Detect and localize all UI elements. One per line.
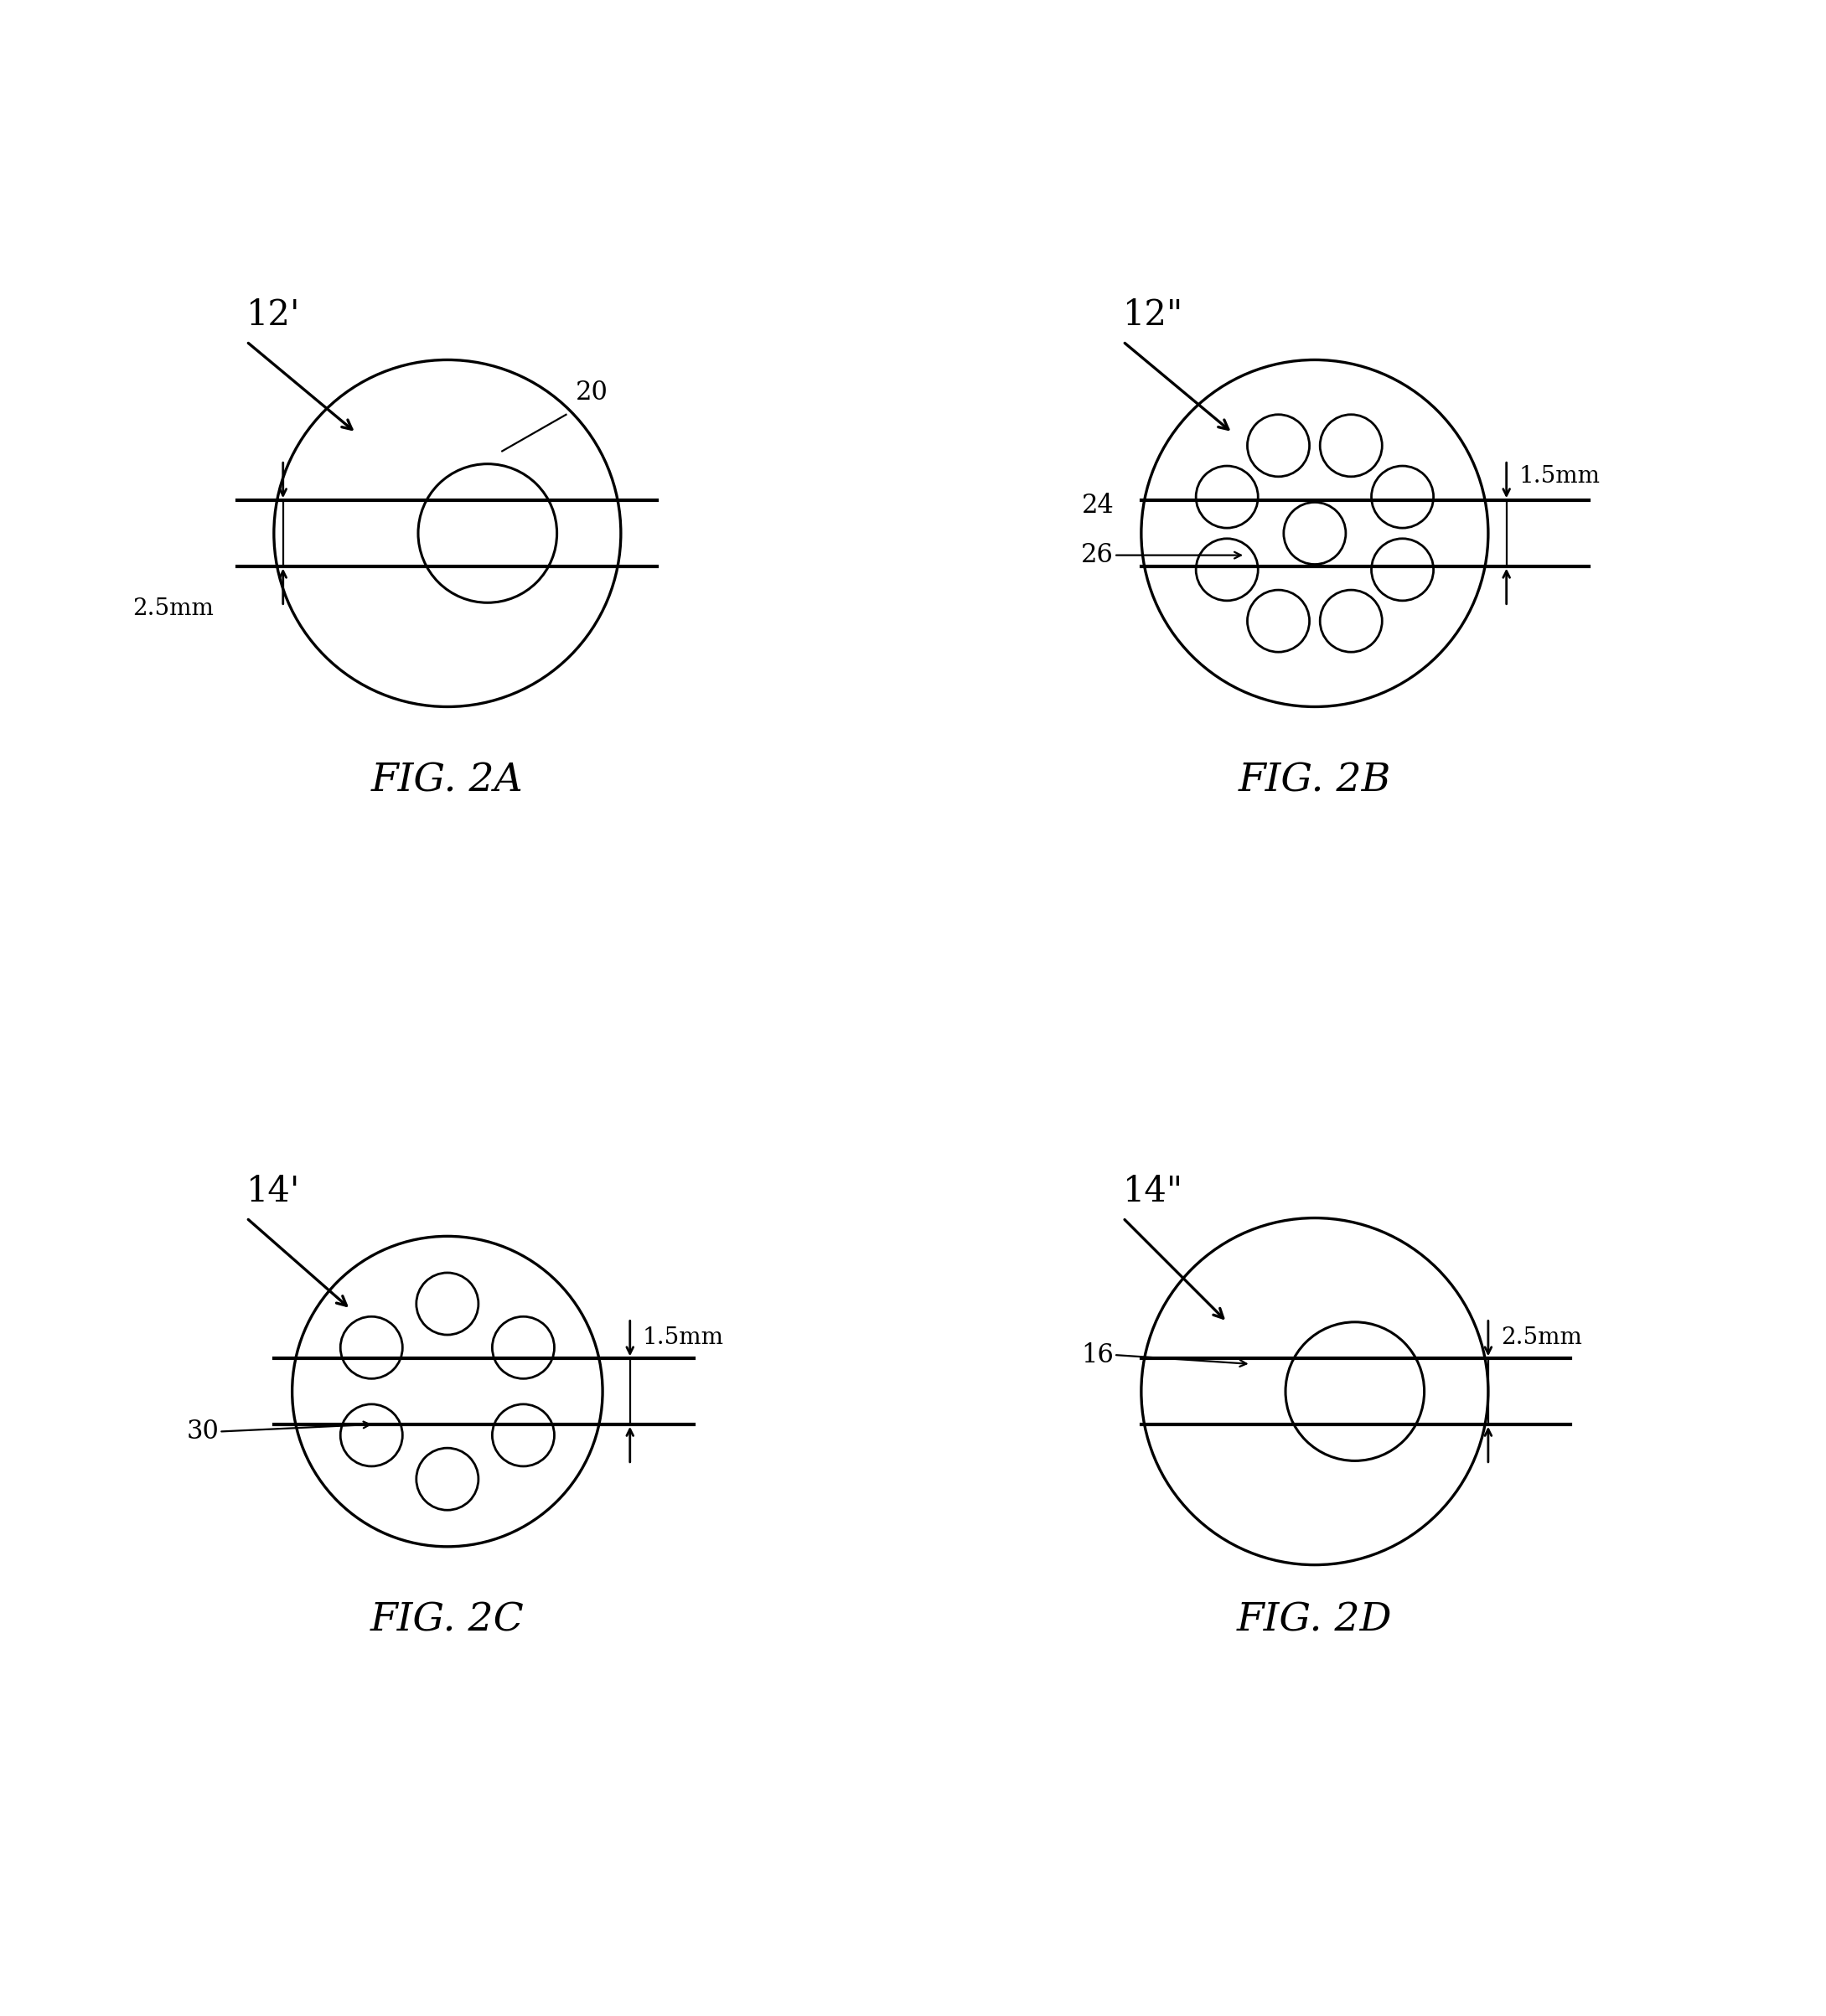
Text: 2.5mm: 2.5mm <box>1501 1327 1581 1349</box>
Text: FIG. 2A: FIG. 2A <box>371 762 524 800</box>
Text: 24: 24 <box>1081 494 1114 518</box>
Text: 30: 30 <box>186 1419 219 1445</box>
Text: 26: 26 <box>1081 542 1114 569</box>
Text: 12': 12' <box>247 296 301 333</box>
Text: FIG. 2D: FIG. 2D <box>1236 1601 1393 1639</box>
Text: 16: 16 <box>1081 1343 1114 1369</box>
Text: 14": 14" <box>1123 1173 1183 1210</box>
Text: FIG. 2C: FIG. 2C <box>371 1601 524 1639</box>
Text: 12": 12" <box>1123 296 1183 333</box>
Text: FIG. 2B: FIG. 2B <box>1238 762 1391 800</box>
Text: 1.5mm: 1.5mm <box>643 1327 725 1349</box>
Text: 2.5mm: 2.5mm <box>133 597 214 619</box>
Text: 14': 14' <box>247 1173 301 1210</box>
Text: 1.5mm: 1.5mm <box>1519 466 1601 488</box>
Text: 20: 20 <box>575 379 608 405</box>
